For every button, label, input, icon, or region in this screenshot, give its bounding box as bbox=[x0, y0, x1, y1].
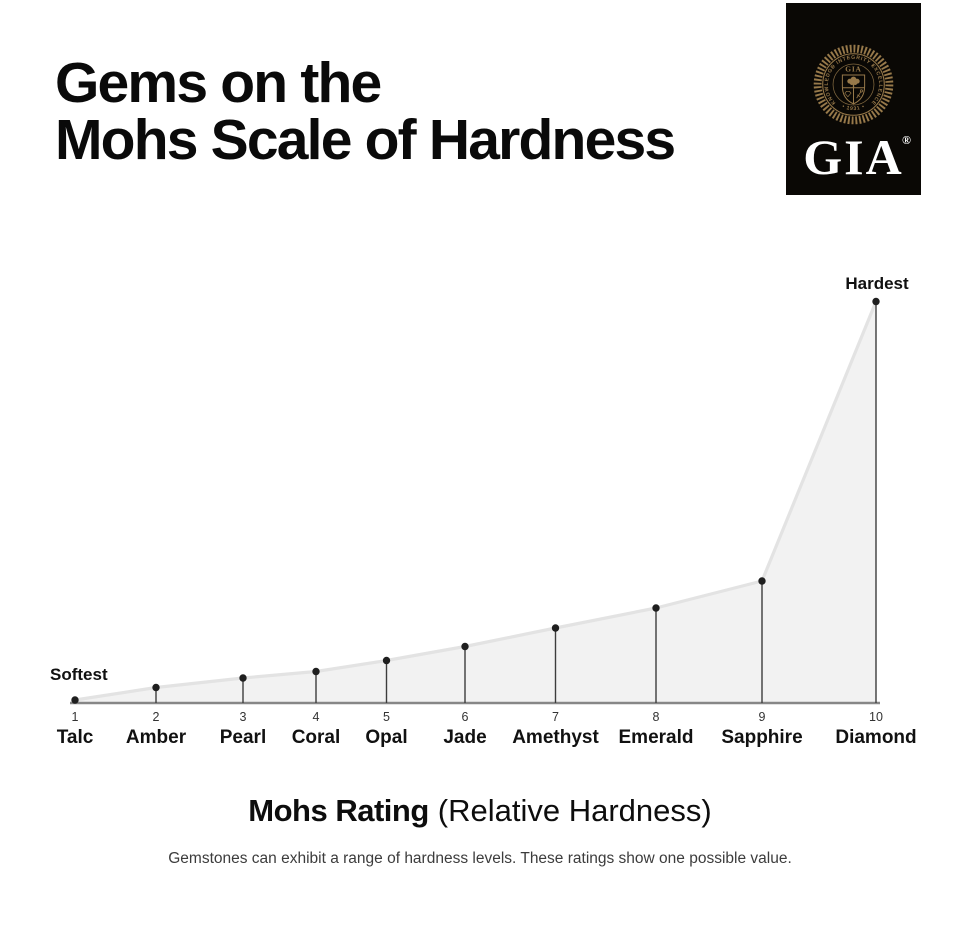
tick-label-6: 6 bbox=[462, 710, 469, 724]
data-point-talc bbox=[71, 696, 79, 704]
gia-wordmark: GIA ® bbox=[786, 132, 921, 182]
x-axis-title-note: (Relative Hardness) bbox=[437, 793, 712, 828]
gem-label-opal: Opal bbox=[365, 727, 407, 748]
gem-label-pearl: Pearl bbox=[220, 727, 266, 748]
gia-logo: KNOWLEDGE • INTEGRITY • EXCELLENCE • 193… bbox=[786, 3, 921, 195]
tick-label-8: 8 bbox=[653, 710, 660, 724]
seal-outer-ring bbox=[822, 53, 885, 116]
hardness-curve bbox=[73, 299, 878, 702]
data-point-amber bbox=[152, 683, 160, 692]
x-axis-title: Mohs Rating (Relative Hardness) bbox=[0, 793, 960, 829]
gem-label-diamond: Diamond bbox=[835, 727, 916, 748]
gia-seal-icon: KNOWLEDGE • INTEGRITY • EXCELLENCE • 193… bbox=[813, 44, 894, 125]
data-point-amethyst bbox=[551, 624, 560, 632]
page-title: Gems on the Mohs Scale of Hardness bbox=[55, 55, 676, 172]
seal-shield bbox=[841, 74, 866, 105]
gem-label-jade: Jade bbox=[443, 727, 486, 748]
data-point-pearl bbox=[239, 674, 247, 682]
tick-label-2: 2 bbox=[153, 710, 160, 724]
data-point-opal bbox=[382, 656, 391, 665]
title-line-1: Gems on the bbox=[55, 51, 382, 115]
gem-label-amethyst: Amethyst bbox=[512, 727, 599, 748]
data-point-emerald bbox=[652, 604, 660, 612]
tick-label-4: 4 bbox=[313, 710, 320, 724]
tick-label-7: 7 bbox=[552, 710, 559, 724]
data-point-sapphire bbox=[758, 577, 766, 585]
gem-label-emerald: Emerald bbox=[619, 727, 694, 748]
gem-label-sapphire: Sapphire bbox=[721, 727, 802, 748]
annotation-softest: Softest bbox=[50, 665, 108, 684]
title-line-2: Mohs Scale of Hardness bbox=[55, 108, 676, 172]
gia-wordmark-text: GIA bbox=[803, 129, 904, 185]
data-point-coral bbox=[312, 667, 320, 676]
seal-scepter-icon bbox=[856, 89, 863, 99]
hardness-area bbox=[75, 301, 876, 703]
x-axis-title-bold: Mohs Rating bbox=[248, 793, 429, 828]
seal-monogram: GIA bbox=[845, 65, 861, 74]
seal-text-year: • 1931 • bbox=[841, 104, 866, 112]
seal-tree-icon bbox=[847, 76, 860, 88]
data-point-jade bbox=[461, 642, 469, 651]
annotation-hardest: Hardest bbox=[845, 274, 909, 293]
tick-label-3: 3 bbox=[240, 710, 247, 724]
gem-label-talc: Talc bbox=[57, 727, 94, 748]
data-point-diamond bbox=[872, 297, 880, 306]
tick-label-9: 9 bbox=[759, 710, 766, 724]
tick-label-10: 10 bbox=[869, 710, 883, 724]
gem-label-amber: Amber bbox=[126, 727, 187, 748]
seal-diamond-icon bbox=[844, 91, 852, 98]
tick-label-5: 5 bbox=[383, 710, 390, 724]
gem-label-coral: Coral bbox=[292, 727, 341, 748]
seal-sunburst bbox=[813, 44, 894, 125]
seal-inner-ring bbox=[832, 63, 875, 106]
registered-mark: ® bbox=[902, 133, 911, 147]
chart-footnote: Gemstones can exhibit a range of hardnes… bbox=[168, 850, 792, 867]
tick-label-1: 1 bbox=[72, 710, 79, 724]
